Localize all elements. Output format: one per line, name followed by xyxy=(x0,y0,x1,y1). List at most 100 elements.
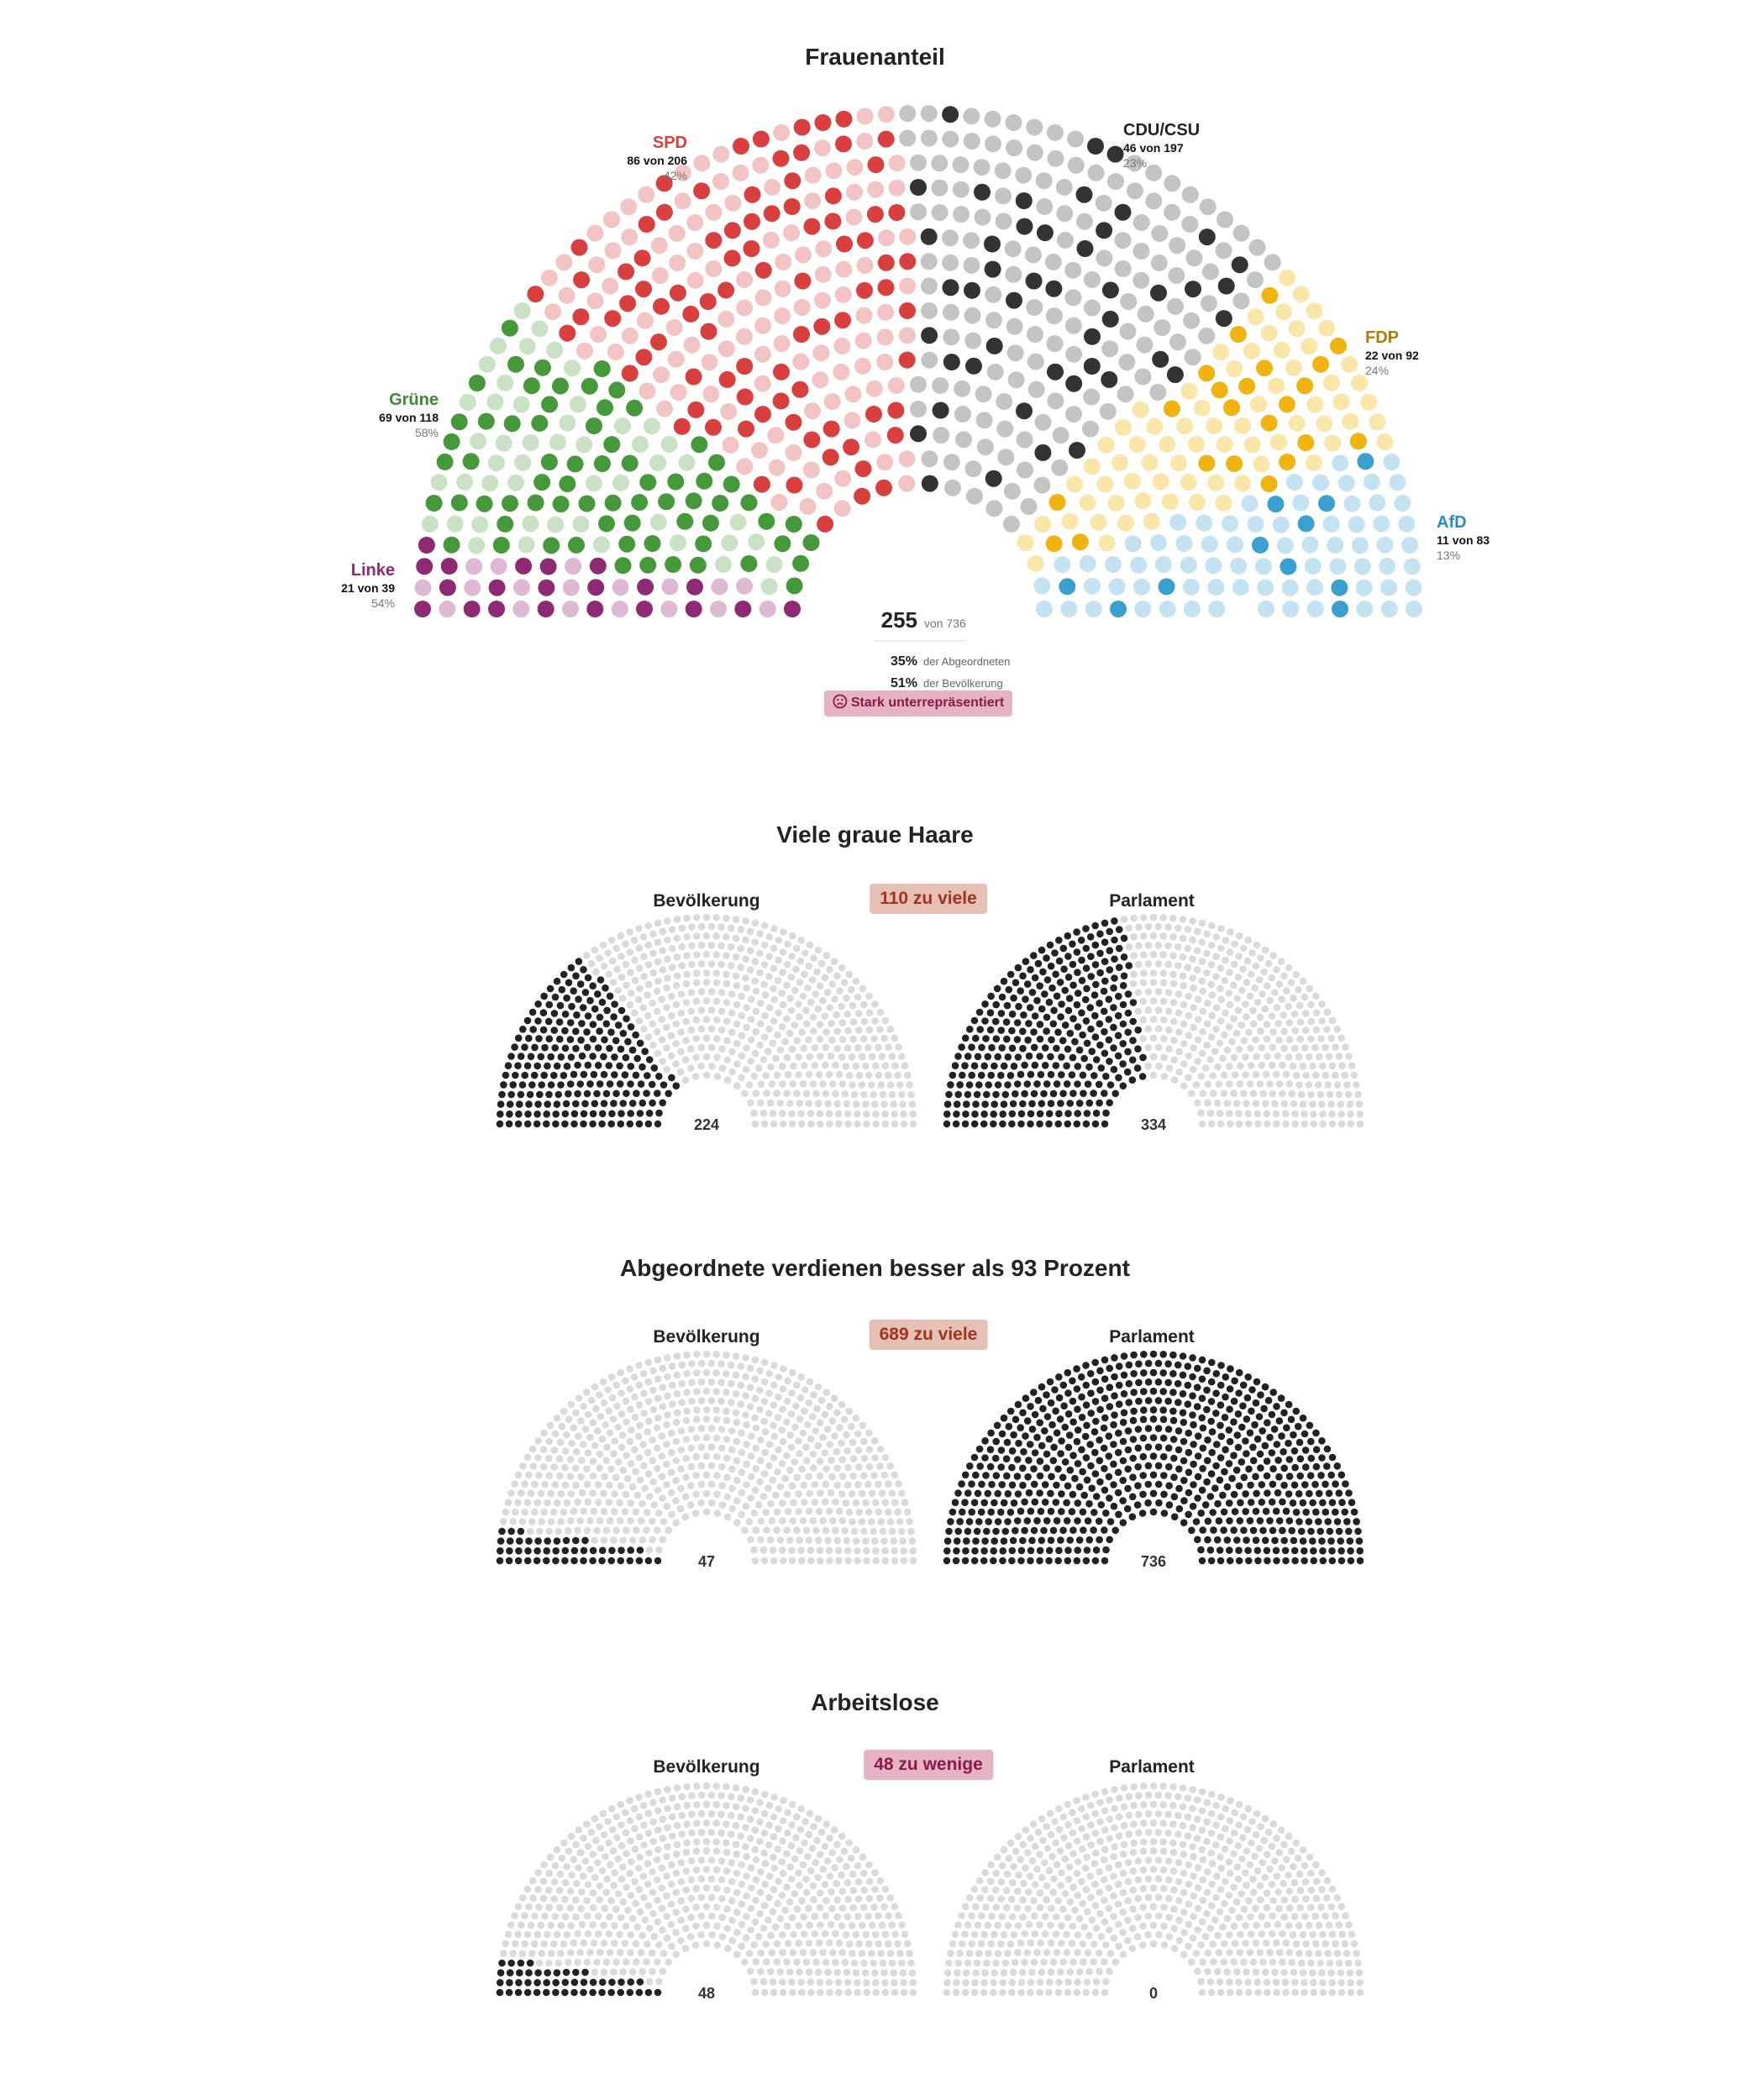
seat-population xyxy=(779,1000,787,1009)
seat-parliament xyxy=(1106,1796,1113,1804)
seat-parliament xyxy=(1342,1480,1349,1488)
seat-parliament xyxy=(1208,921,1216,930)
seat-population xyxy=(632,1899,639,1908)
seat-population xyxy=(759,1110,768,1117)
seat-parliament xyxy=(1221,977,1229,984)
seat-grne xyxy=(593,455,611,472)
seat-population xyxy=(828,1020,835,1027)
seat-population xyxy=(806,1921,813,1929)
seat-parliament xyxy=(1074,1499,1082,1507)
seat-parliament xyxy=(1119,1040,1127,1047)
seat-population xyxy=(610,1536,617,1544)
seat-parliament xyxy=(1345,1489,1353,1497)
seat-parliament xyxy=(1208,1790,1216,1798)
seat-parliament xyxy=(1301,1110,1308,1118)
seat-parliament xyxy=(1290,1100,1298,1108)
seat-population xyxy=(530,1940,539,1948)
seat-population xyxy=(707,1791,716,1799)
seat-parliament xyxy=(1222,1805,1230,1813)
seat-parliament xyxy=(992,1903,1001,1911)
seat-population xyxy=(593,1526,601,1535)
seat-population xyxy=(512,1940,519,1948)
seat-population xyxy=(815,1939,823,1947)
seat-population xyxy=(668,926,676,933)
seat-population xyxy=(659,1926,666,1934)
seat-parliament xyxy=(1041,1044,1049,1052)
seat-cducsu xyxy=(1107,173,1124,190)
seat-population xyxy=(581,1968,589,1977)
seat-population xyxy=(712,914,720,921)
seat-fdp xyxy=(1097,436,1115,454)
seat-population xyxy=(812,1526,820,1535)
seat-population xyxy=(589,1978,597,1987)
seat-population xyxy=(779,1837,786,1845)
seat-population xyxy=(550,1026,558,1034)
seat-population xyxy=(668,1832,676,1840)
seat-parliament xyxy=(1074,1405,1081,1413)
seat-cducsu xyxy=(1137,305,1154,323)
seat-parliament xyxy=(1008,1988,1016,1997)
seat-parliament xyxy=(972,1034,980,1042)
seat-population xyxy=(833,1536,841,1545)
seat-population xyxy=(865,992,873,1000)
seat-parliament xyxy=(1096,1099,1103,1107)
seat-spd xyxy=(833,363,850,381)
seat-cducsu xyxy=(995,213,1012,230)
seat-population xyxy=(653,987,661,995)
seat-population xyxy=(752,1465,759,1473)
seat-parliament xyxy=(1246,1080,1254,1088)
seat-spd xyxy=(717,281,735,299)
seat-population xyxy=(805,1968,813,1976)
seat-parliament xyxy=(1022,995,1029,1003)
seat-afd xyxy=(1369,494,1386,512)
seat-population xyxy=(650,1933,659,1940)
seat-population xyxy=(888,1921,896,1929)
seat-population xyxy=(557,1490,565,1498)
seat-population xyxy=(693,932,701,940)
seat-afd xyxy=(1306,601,1324,617)
seat-parliament xyxy=(1350,1508,1358,1516)
seat-parliament xyxy=(1170,1454,1178,1462)
seat-population xyxy=(688,960,696,969)
seat-population xyxy=(619,1968,627,1976)
seat-grne xyxy=(598,515,615,533)
seat-population xyxy=(849,1081,856,1089)
seat-population xyxy=(505,1120,513,1128)
seat-population xyxy=(871,1000,879,1008)
seat-population xyxy=(658,1904,666,1913)
seat-population xyxy=(672,1497,680,1504)
seat-population xyxy=(596,1391,603,1399)
seat-parliament xyxy=(1101,938,1109,946)
seat-population xyxy=(860,1090,868,1099)
seat-parliament xyxy=(1058,1922,1065,1929)
seat-parliament xyxy=(1222,1009,1229,1017)
seat-population xyxy=(578,1020,586,1027)
seat-parliament xyxy=(1058,1490,1065,1498)
seat-population xyxy=(816,1035,824,1043)
seat-population xyxy=(639,1099,647,1107)
seat-parliament xyxy=(1294,1422,1302,1431)
seat-population xyxy=(723,1037,731,1044)
seat-spd xyxy=(723,222,741,239)
seat-population xyxy=(645,1546,654,1554)
seat-parliament xyxy=(1154,1912,1163,1920)
seat-population xyxy=(547,1518,555,1525)
seat-population xyxy=(768,1080,776,1088)
seat-population xyxy=(616,1499,623,1507)
seat-population xyxy=(692,1472,700,1479)
seat-population xyxy=(654,1897,661,1904)
seat-parliament xyxy=(1323,1008,1332,1016)
seat-parliament xyxy=(992,1000,1000,1009)
seat-spd xyxy=(814,291,831,309)
seat-spd xyxy=(813,139,831,157)
seat-population xyxy=(553,1537,561,1545)
party-name-cducsu: CDU/CSU xyxy=(1123,121,1200,139)
seat-population xyxy=(712,969,720,977)
left-label-arbeitslose: Bevölkerung xyxy=(653,1757,760,1777)
seat-parliament xyxy=(970,1453,979,1462)
seat-population xyxy=(697,1893,706,1902)
seat-fdp xyxy=(1117,514,1134,532)
seat-parliament xyxy=(1106,1383,1114,1391)
seat-population xyxy=(718,1482,726,1489)
seat-parliament xyxy=(994,1950,1002,1957)
